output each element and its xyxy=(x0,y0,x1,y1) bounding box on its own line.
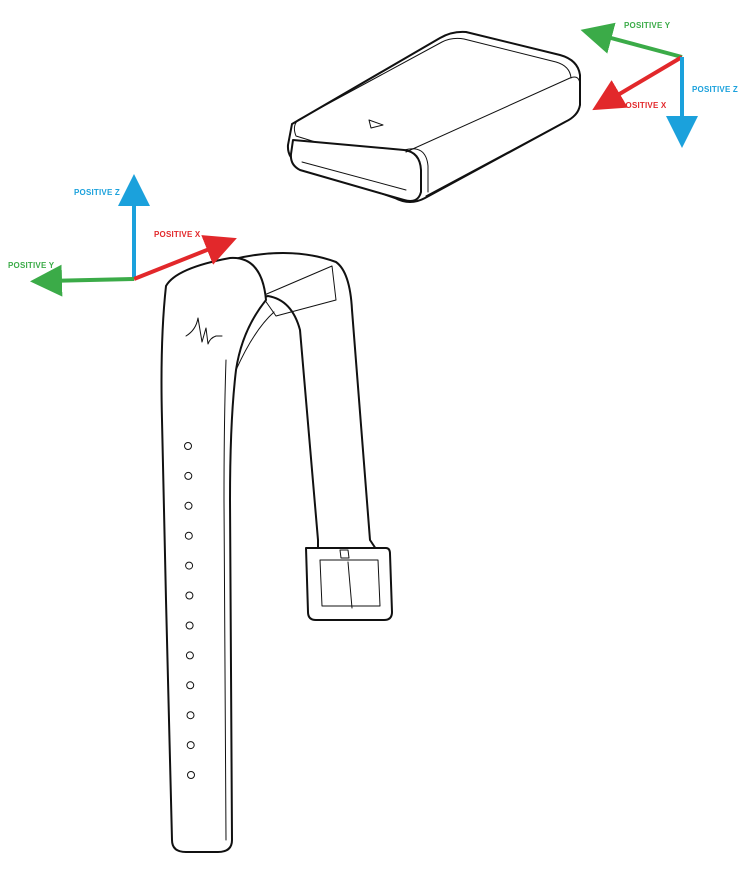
sensor-device xyxy=(286,30,581,203)
strap-hole xyxy=(185,591,194,600)
band-positive-x-label: POSITIVE X xyxy=(154,230,201,239)
triangle-marker-icon xyxy=(368,119,384,129)
band-axis-triad: POSITIVE Z POSITIVE X POSITIVE Y xyxy=(8,174,237,297)
wrist-strap xyxy=(160,251,393,853)
strap-hole xyxy=(186,711,195,720)
strap-hole xyxy=(185,621,194,630)
strap-hole xyxy=(184,531,193,540)
device-positive-z-label: POSITIVE Z xyxy=(692,85,738,94)
strap-buckle xyxy=(305,547,393,621)
strap-hole xyxy=(186,681,195,690)
strap-holes xyxy=(184,442,195,779)
heartbeat-logo-icon xyxy=(185,317,223,345)
strap-hole xyxy=(185,651,194,660)
device-axis-y-arrow xyxy=(580,22,683,59)
device-axis-triad: POSITIVE Y POSITIVE X POSITIVE Z xyxy=(580,21,738,148)
band-axis-x-arrow xyxy=(133,235,237,281)
strap-hole xyxy=(184,471,193,480)
device-axis-x-arrow xyxy=(592,55,684,111)
band-positive-y-label: POSITIVE Y xyxy=(8,261,55,270)
strap-hole xyxy=(187,771,195,779)
strap-hole xyxy=(184,442,192,450)
device-positive-x-label: POSITIVE X xyxy=(620,101,667,110)
strap-hole xyxy=(184,501,193,510)
strap-hole xyxy=(186,741,195,750)
band-axis-y-arrow xyxy=(30,264,135,297)
strap-hole xyxy=(185,561,194,570)
band-positive-z-label: POSITIVE Z xyxy=(74,188,120,197)
device-positive-y-label: POSITIVE Y xyxy=(624,21,671,30)
